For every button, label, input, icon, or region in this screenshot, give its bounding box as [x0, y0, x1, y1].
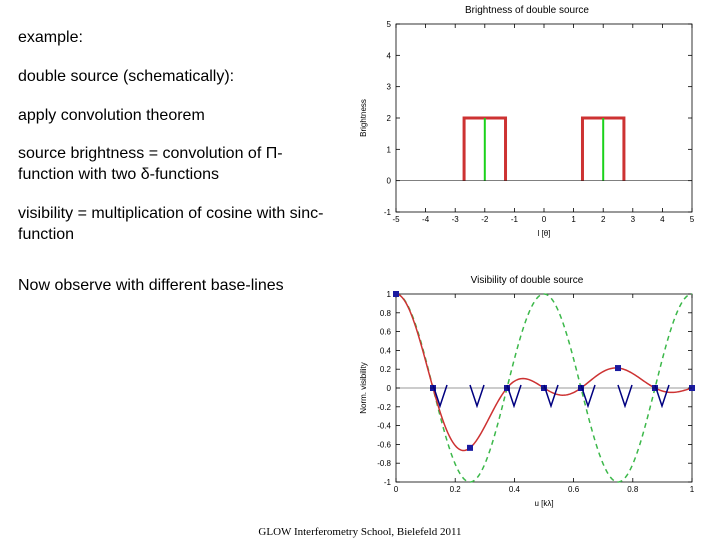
svg-text:4: 4 [660, 215, 665, 224]
svg-text:-4: -4 [422, 215, 430, 224]
svg-text:-5: -5 [392, 215, 400, 224]
example-label: example: [18, 28, 338, 49]
baselines-overlay [430, 384, 690, 408]
svg-text:0: 0 [394, 485, 399, 494]
svg-text:-1: -1 [384, 478, 392, 487]
baselines-svg [430, 384, 690, 408]
svg-text:1: 1 [387, 290, 392, 299]
brightness-chart: Brightness of double source -5 -4 -3 -2 -1 0 1… [348, 5, 706, 245]
double-source-label: double source (schematically): [18, 67, 338, 88]
svg-text:1: 1 [690, 485, 695, 494]
svg-text:Brightness: Brightness [359, 99, 368, 137]
svg-text:0.4: 0.4 [380, 346, 392, 355]
svg-text:0: 0 [387, 384, 392, 393]
chart2-title: Visibility of double source [348, 275, 706, 286]
text-column: example: double source (schematically): … [18, 28, 338, 314]
svg-text:4: 4 [387, 51, 392, 60]
svg-text:-0.2: -0.2 [377, 403, 391, 412]
svg-text:2: 2 [601, 215, 606, 224]
visibility-eq-label: visibility = multiplication of cosine wi… [18, 204, 338, 246]
svg-text:1: 1 [387, 145, 392, 154]
svg-text:2: 2 [387, 114, 392, 123]
svg-text:1: 1 [571, 215, 576, 224]
chart1-title: Brightness of double source [348, 5, 706, 16]
svg-text:u [kλ]: u [kλ] [534, 499, 553, 508]
svg-text:-0.4: -0.4 [377, 422, 391, 431]
svg-text:0.2: 0.2 [380, 365, 392, 374]
observe-label: Now observe with different base-lines [18, 276, 338, 297]
svg-text:0.6: 0.6 [380, 328, 392, 337]
brightness-eq-label: source brightness = convolution of Π-fun… [18, 144, 338, 186]
svg-text:0.4: 0.4 [509, 485, 521, 494]
svg-text:0: 0 [542, 215, 547, 224]
svg-text:3: 3 [387, 83, 392, 92]
svg-text:0.6: 0.6 [568, 485, 580, 494]
svg-text:0.2: 0.2 [450, 485, 462, 494]
svg-text:-1: -1 [384, 208, 392, 217]
svg-text:-3: -3 [452, 215, 460, 224]
svg-text:Norm. visibility: Norm. visibility [359, 362, 368, 414]
svg-text:-0.6: -0.6 [377, 440, 391, 449]
svg-text:0.8: 0.8 [627, 485, 639, 494]
svg-text:-1: -1 [511, 215, 519, 224]
svg-text:5: 5 [387, 20, 392, 29]
convolution-label: apply convolution theorem [18, 106, 338, 127]
svg-text:l [θ]: l [θ] [538, 229, 551, 238]
svg-text:-2: -2 [481, 215, 489, 224]
svg-text:5: 5 [690, 215, 695, 224]
svg-text:3: 3 [631, 215, 636, 224]
svg-text:0.8: 0.8 [380, 309, 392, 318]
svg-text:-0.8: -0.8 [377, 459, 391, 468]
chart1-svg: -5 -4 -3 -2 -1 0 1 2 3 4 5 -1 0 1 2 3 4 5 l [θ] Brightness [348, 16, 706, 244]
svg-text:0: 0 [387, 177, 392, 186]
footer: GLOW Interferometry School, Bielefeld 20… [0, 526, 720, 538]
